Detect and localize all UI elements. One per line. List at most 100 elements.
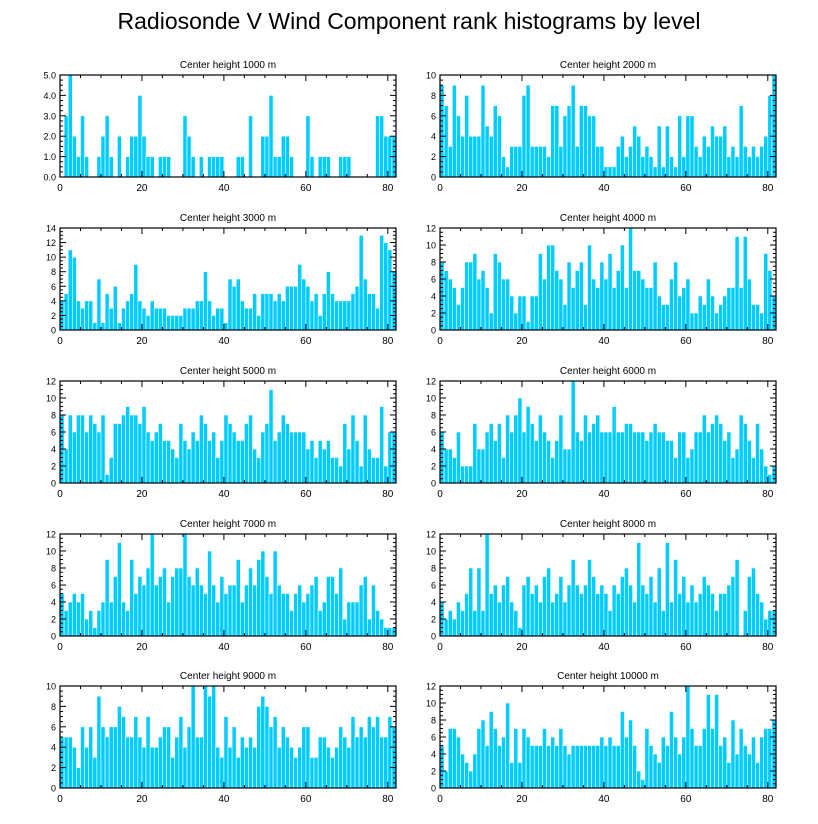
histogram-bar — [599, 261, 605, 331]
histogram-bar — [203, 593, 208, 637]
histogram-bar — [538, 414, 543, 484]
histogram-bar — [199, 300, 204, 331]
histogram-bar — [587, 115, 592, 178]
x-tick-label: 80 — [382, 794, 394, 805]
histogram-bar — [84, 746, 89, 789]
histogram-bar — [84, 618, 89, 637]
histogram-bar — [681, 431, 687, 484]
histogram-bar — [665, 745, 670, 789]
histogram-bar — [460, 465, 465, 484]
histogram-bar — [583, 304, 588, 331]
histogram-bar — [387, 627, 393, 637]
histogram-bar — [260, 135, 266, 178]
histogram-bar — [383, 135, 389, 178]
histogram-bar — [231, 726, 237, 789]
histogram-bar — [71, 746, 77, 789]
histogram-bar — [632, 125, 637, 178]
histogram-bar — [71, 431, 77, 484]
histogram-bar — [137, 736, 143, 789]
histogram-bar — [710, 593, 715, 637]
histogram-bar — [330, 757, 335, 789]
histogram-bar — [276, 431, 282, 484]
histogram-bar — [447, 278, 453, 331]
panel-title: Center height 6000 m — [560, 366, 656, 377]
histogram-bar — [521, 584, 527, 637]
y-tick-label: 0 — [431, 479, 436, 489]
histogram-bar — [669, 711, 674, 789]
histogram-bar — [636, 270, 642, 331]
histogram-bar — [480, 84, 486, 178]
histogram-bar — [636, 431, 642, 484]
histogram-bar — [244, 307, 249, 331]
histogram-bar — [542, 728, 547, 789]
histogram-bar — [330, 293, 335, 331]
histogram-bar — [734, 753, 740, 789]
histogram-bar — [178, 716, 184, 789]
histogram-bar — [624, 287, 629, 331]
histogram-bar — [194, 300, 200, 331]
histogram-bar — [509, 601, 515, 637]
histogram-bar — [521, 95, 527, 178]
histogram-bar — [166, 726, 171, 789]
histogram-bar — [726, 584, 732, 637]
histogram-bar — [215, 746, 221, 789]
histogram-bar — [443, 770, 449, 789]
histogram-bar — [309, 300, 315, 331]
histogram-bar — [383, 242, 389, 331]
x-tick-label: 60 — [680, 183, 692, 194]
histogram-bar — [313, 757, 319, 789]
y-tick-label: 10 — [46, 394, 56, 404]
histogram-bar — [701, 728, 707, 789]
histogram-bar — [350, 716, 356, 789]
histogram-bar — [379, 406, 385, 484]
histogram-bar — [199, 414, 204, 484]
histogram-bar — [607, 736, 613, 789]
histogram-bar — [182, 533, 188, 637]
histogram-bar — [334, 746, 339, 789]
y-tick-label: 2 — [431, 462, 436, 472]
histogram-bar — [145, 716, 151, 789]
histogram-bar — [252, 293, 257, 331]
histogram-bar — [468, 261, 474, 331]
histogram-bar — [354, 736, 360, 789]
histogram-bar — [211, 584, 217, 637]
histogram-bar — [611, 745, 617, 789]
histogram-bar — [497, 261, 502, 331]
histogram-bar — [174, 736, 180, 789]
histogram-bar — [145, 315, 151, 331]
histogram-bar — [640, 584, 646, 637]
histogram-bar — [276, 584, 282, 637]
histogram-bar — [170, 448, 176, 484]
histogram-bar — [166, 156, 171, 178]
histogram-bar — [517, 295, 523, 331]
histogram-bar — [346, 300, 352, 331]
histogram-bar — [595, 146, 601, 178]
histogram-bar — [685, 278, 691, 331]
histogram-bar — [681, 156, 687, 178]
histogram-bar — [125, 610, 130, 637]
histogram-bar — [293, 593, 298, 637]
histogram-bar — [239, 156, 245, 178]
histogram-bar — [624, 423, 629, 484]
histogram-bar — [632, 270, 637, 331]
x-tick-label: 60 — [680, 489, 692, 500]
histogram-bar — [734, 236, 740, 331]
y-tick-label: 10 — [46, 253, 56, 263]
histogram-bar — [162, 726, 167, 789]
histogram-bar — [562, 448, 568, 484]
histogram-bar — [252, 746, 257, 789]
y-tick-label: 8 — [431, 258, 436, 268]
histogram-bar — [579, 745, 584, 789]
histogram-bar — [194, 736, 200, 789]
histogram-bar — [619, 244, 625, 331]
y-tick-label: 2.0 — [43, 132, 56, 142]
histogram-bar — [599, 431, 605, 484]
histogram-bar — [207, 550, 212, 637]
x-tick-label: 40 — [598, 642, 610, 653]
histogram-bar — [239, 736, 245, 789]
histogram-bar — [260, 550, 266, 637]
y-tick-label: 0 — [431, 784, 436, 794]
histogram-bar — [464, 95, 469, 178]
histogram-bar — [763, 135, 769, 178]
histogram-bar — [100, 414, 106, 484]
